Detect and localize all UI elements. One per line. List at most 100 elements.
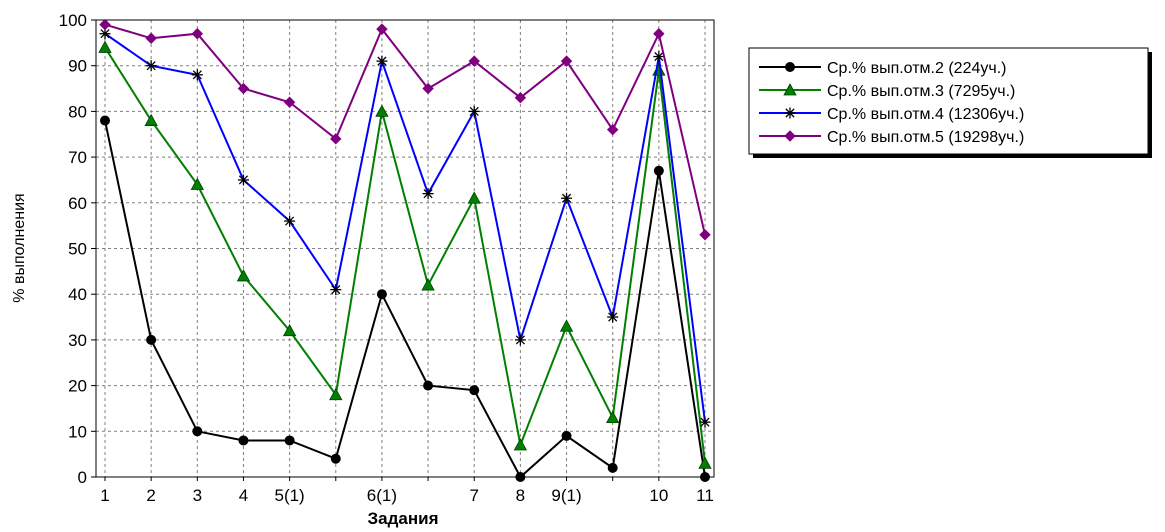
data-point-triangle — [421, 278, 435, 291]
x-tick-label: 11 — [696, 486, 714, 505]
data-point-diamond — [237, 82, 250, 95]
data-point-triangle — [698, 456, 712, 469]
data-point-star — [699, 416, 711, 428]
legend-entry: Ср.% вып.отм.2 (224уч.) — [759, 60, 1006, 77]
series-line — [104, 23, 706, 236]
series-group — [98, 18, 712, 482]
x-tick-label: 1 — [100, 486, 109, 505]
data-point-circle — [423, 380, 434, 391]
data-point-star — [607, 311, 619, 323]
data-point-triangle — [236, 269, 251, 282]
data-point-circle — [330, 453, 341, 464]
data-point-diamond — [784, 130, 796, 142]
data-point-star — [284, 215, 296, 227]
x-axis-ticks: 1 2 3 4 5(1) 6(1) 7 8 9(1) 10 11 — [100, 477, 714, 505]
series — [98, 40, 712, 469]
y-tick-label: 40 — [68, 285, 87, 304]
data-point-circle — [376, 289, 387, 300]
data-point-triangle — [783, 83, 797, 96]
legend-entry: Ср.% вып.отм.5 (19298уч.) — [759, 129, 1024, 146]
star-stroke — [238, 175, 249, 185]
data-point-circle — [561, 430, 572, 441]
x-tick-label: 4 — [239, 486, 248, 505]
x-tick-label: 5(1) — [274, 486, 304, 505]
data-point-diamond — [99, 18, 111, 31]
y-tick-label: 30 — [68, 331, 87, 350]
star-stroke — [423, 189, 433, 199]
series-line — [104, 46, 706, 464]
data-point-triangle — [282, 323, 297, 337]
data-point-star — [468, 105, 480, 117]
data-point-diamond — [560, 55, 573, 67]
data-point-diamond — [145, 32, 157, 44]
data-point-diamond — [468, 55, 480, 67]
x-tick-label: 8 — [516, 486, 525, 505]
legend-label: Ср.% вып.отм.5 (19298уч.) — [827, 129, 1024, 146]
data-point-triangle — [190, 177, 204, 190]
series — [100, 115, 710, 482]
legend: Ср.% вып.отм.2 (224уч.) Ср.% вып.отм.3 (7… — [748, 47, 1152, 158]
legend-label: Ср.% вып.отм.3 (7295уч.) — [827, 83, 1015, 100]
data-point-diamond — [606, 123, 619, 136]
series-line — [104, 120, 706, 479]
data-point-diamond — [191, 28, 204, 40]
y-tick-label: 50 — [68, 240, 87, 259]
y-tick-label: 20 — [68, 377, 87, 396]
data-point-star — [422, 188, 434, 200]
data-point-triangle — [467, 191, 481, 204]
grid-lines — [96, 20, 714, 477]
legend-label: Ср.% вып.отм.2 (224уч.) — [827, 60, 1006, 77]
data-point-circle — [146, 334, 157, 345]
star-stroke — [700, 417, 710, 427]
data-point-star — [237, 174, 249, 186]
y-tick-label: 10 — [68, 422, 87, 441]
data-point-star — [561, 192, 573, 204]
data-point-diamond — [699, 229, 711, 241]
legend-label: Ср.% вып.отм.4 (12306уч.) — [827, 106, 1024, 123]
data-point-diamond — [422, 82, 434, 95]
y-axis-ticks: 0 10 20 30 40 50 60 70 80 90 100 — [59, 11, 96, 487]
data-point-circle — [653, 165, 664, 176]
star-stroke — [515, 335, 525, 345]
data-point-circle — [700, 472, 710, 482]
legend-entry: Ср.% вып.отм.4 (12306уч.) — [759, 106, 1024, 123]
x-tick-label: 10 — [649, 486, 668, 505]
x-tick-label: 6(1) — [367, 486, 397, 505]
star-stroke — [785, 108, 795, 118]
y-tick-label: 0 — [78, 468, 87, 487]
data-point-star — [330, 284, 342, 296]
data-point-circle — [785, 62, 795, 72]
data-point-triangle — [375, 104, 389, 117]
star-stroke — [192, 70, 202, 80]
legend-entry: Ср.% вып.отм.3 (7295уч.) — [759, 83, 1015, 100]
star-stroke — [285, 216, 295, 226]
data-point-star — [514, 334, 526, 346]
y-tick-label: 60 — [68, 194, 87, 213]
data-point-star — [145, 60, 157, 72]
data-point-triangle — [513, 438, 528, 451]
data-point-diamond — [653, 28, 665, 40]
data-point-diamond — [514, 91, 527, 104]
data-point-circle — [515, 472, 526, 482]
y-tick-label: 70 — [68, 148, 87, 167]
data-point-circle — [469, 385, 480, 396]
data-point-star — [191, 69, 203, 81]
series — [99, 18, 711, 241]
data-point-triangle — [329, 387, 343, 401]
star-stroke — [331, 285, 341, 295]
x-tick-label: 2 — [146, 486, 155, 505]
star-stroke — [561, 193, 572, 203]
star-stroke — [654, 51, 664, 62]
y-tick-label: 100 — [59, 11, 87, 30]
data-point-diamond — [376, 23, 388, 35]
star-stroke — [100, 29, 110, 39]
data-point-star — [653, 51, 665, 63]
data-point-star — [99, 28, 111, 40]
star-stroke — [608, 312, 618, 322]
x-tick-label: 9(1) — [551, 486, 581, 505]
x-tick-label: 3 — [193, 486, 202, 505]
data-point-diamond — [330, 133, 342, 145]
star-stroke — [377, 56, 387, 66]
data-point-circle — [100, 115, 110, 126]
